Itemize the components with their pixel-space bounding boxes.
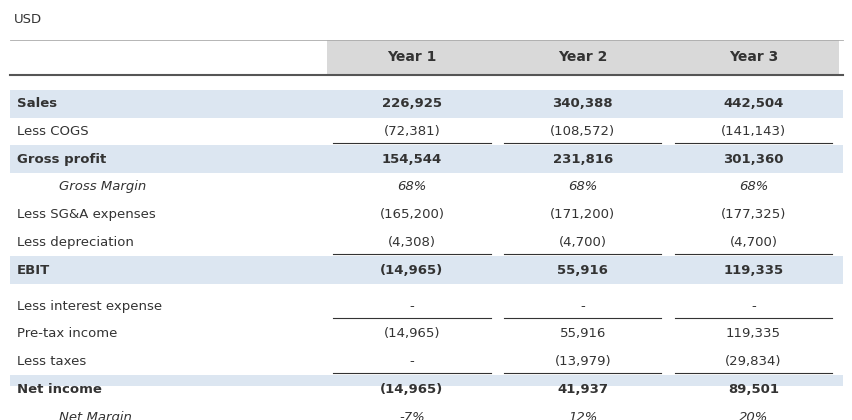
Text: 226,925: 226,925 xyxy=(382,97,441,110)
Text: Gross profit: Gross profit xyxy=(17,153,106,165)
Text: (14,965): (14,965) xyxy=(380,383,443,396)
Text: (4,700): (4,700) xyxy=(728,236,777,249)
Text: 68%: 68% xyxy=(738,180,768,193)
Text: 68%: 68% xyxy=(567,180,596,193)
Text: Less taxes: Less taxes xyxy=(17,355,86,368)
Text: 55,916: 55,916 xyxy=(556,263,607,276)
Text: 340,388: 340,388 xyxy=(552,97,613,110)
Text: 231,816: 231,816 xyxy=(552,153,612,165)
Text: 119,335: 119,335 xyxy=(725,328,780,340)
Text: 442,504: 442,504 xyxy=(722,97,783,110)
Text: -: - xyxy=(579,300,584,313)
Text: -: - xyxy=(409,355,414,368)
Text: 119,335: 119,335 xyxy=(722,263,783,276)
Text: Year 3: Year 3 xyxy=(728,50,777,64)
Text: (4,308): (4,308) xyxy=(388,236,435,249)
Text: 41,937: 41,937 xyxy=(556,383,607,396)
Bar xyxy=(10,256,842,284)
Text: Net Margin: Net Margin xyxy=(59,410,132,420)
Text: 20%: 20% xyxy=(738,410,768,420)
Text: 12%: 12% xyxy=(567,410,596,420)
Text: Less interest expense: Less interest expense xyxy=(17,300,162,313)
Text: 89,501: 89,501 xyxy=(728,383,778,396)
Text: Less SG&A expenses: Less SG&A expenses xyxy=(17,208,155,221)
Text: 68%: 68% xyxy=(397,180,426,193)
Text: 301,360: 301,360 xyxy=(722,153,783,165)
Text: (141,143): (141,143) xyxy=(720,125,786,138)
Text: (171,200): (171,200) xyxy=(550,208,614,221)
Text: (14,965): (14,965) xyxy=(380,263,443,276)
Text: Sales: Sales xyxy=(17,97,57,110)
Text: (14,965): (14,965) xyxy=(383,328,440,340)
Text: Gross Margin: Gross Margin xyxy=(59,180,147,193)
Text: Pre-tax income: Pre-tax income xyxy=(17,328,117,340)
Text: (72,381): (72,381) xyxy=(383,125,440,138)
Bar xyxy=(326,40,838,74)
Text: USD: USD xyxy=(14,13,43,26)
Text: -7%: -7% xyxy=(399,410,424,420)
Text: (29,834): (29,834) xyxy=(724,355,781,368)
Text: Year 1: Year 1 xyxy=(387,50,436,64)
Text: (165,200): (165,200) xyxy=(379,208,444,221)
Text: Year 2: Year 2 xyxy=(557,50,607,64)
Text: Net income: Net income xyxy=(17,383,101,396)
Bar xyxy=(10,90,842,118)
Text: (108,572): (108,572) xyxy=(550,125,614,138)
Text: EBIT: EBIT xyxy=(17,263,50,276)
Text: 55,916: 55,916 xyxy=(559,328,605,340)
Text: (4,700): (4,700) xyxy=(558,236,606,249)
Text: -: - xyxy=(409,300,414,313)
Bar xyxy=(10,145,842,173)
Text: 154,544: 154,544 xyxy=(382,153,441,165)
Text: Less COGS: Less COGS xyxy=(17,125,89,138)
Text: Less depreciation: Less depreciation xyxy=(17,236,134,249)
Bar xyxy=(10,375,842,403)
Text: (177,325): (177,325) xyxy=(720,208,786,221)
Text: -: - xyxy=(751,300,755,313)
Text: (13,979): (13,979) xyxy=(554,355,610,368)
